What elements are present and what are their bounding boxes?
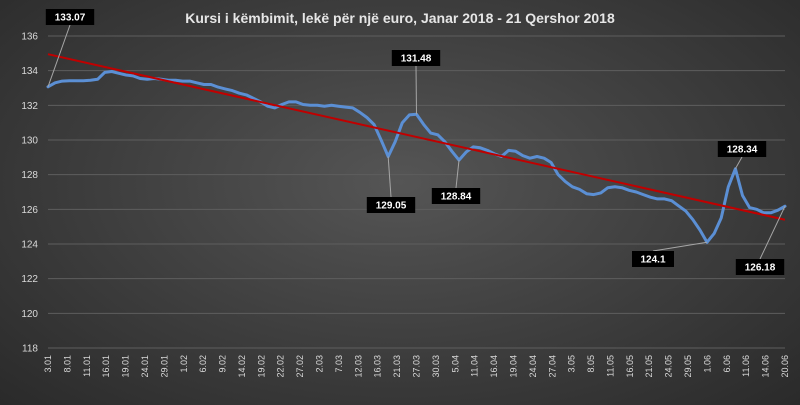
x-tick-label: 24.05: [664, 355, 674, 378]
x-tick-label: 3.01: [43, 355, 53, 373]
x-axis-ticks: 3.01 8.01 11.01 16.01 19.01 24.01 29.01 1.02 6.0…: [43, 355, 790, 378]
annotation-label: 128.84: [441, 192, 472, 203]
x-tick-label: 27.04: [547, 355, 557, 378]
x-tick-label: 1.06: [702, 355, 712, 373]
x-tick-label: 19.01: [121, 355, 131, 378]
x-tick-label: 27.02: [295, 355, 305, 378]
annotation-leader: [759, 205, 786, 260]
annotation-box: [45, 9, 95, 25]
x-tick-label: 11.06: [741, 355, 751, 377]
x-tick-label: 29.01: [159, 355, 169, 378]
x-tick-label: 21.03: [392, 355, 402, 378]
x-tick-label: 16.04: [489, 355, 499, 378]
x-tick-label: 27.03: [412, 355, 422, 378]
x-tick-label: 24.04: [528, 355, 538, 378]
trend-line: [47, 53, 786, 221]
y-tick-label: 136: [21, 32, 38, 43]
x-tick-label: 3.05: [567, 355, 577, 373]
y-tick-label: 122: [21, 274, 38, 285]
x-tick-label: 14.02: [237, 355, 247, 378]
x-tick-label: 5.04: [450, 355, 460, 373]
annotation-leader: [734, 156, 743, 170]
annotation-leader: [455, 160, 460, 189]
x-tick-label: 8.01: [62, 355, 72, 373]
annotation-leader: [387, 156, 392, 198]
x-tick-label: 6.02: [198, 355, 208, 373]
x-tick-label: 14.06: [761, 355, 771, 378]
x-tick-label: 20.06: [780, 355, 790, 378]
annotation-box: [366, 197, 416, 213]
x-tick-label: 12.03: [353, 355, 363, 378]
x-tick-label: 22.02: [276, 355, 286, 378]
x-tick-label: 7.03: [334, 355, 344, 373]
x-tick-label: 11.05: [605, 355, 615, 377]
x-tick-label: 1.02: [179, 355, 189, 373]
y-tick-label: 134: [21, 66, 38, 77]
annotation-label: 131.48: [401, 54, 432, 65]
annotation-label: 126.18: [745, 263, 776, 274]
x-tick-label: 16.03: [373, 355, 383, 378]
y-tick-label: 120: [21, 309, 38, 320]
y-tick-label: 128: [21, 170, 38, 181]
y-tick-label: 132: [21, 101, 38, 112]
x-tick-label: 9.02: [218, 355, 228, 373]
annotation-box: [717, 141, 767, 157]
chart-title: Kursi i këmbimit, lekë për një euro, Jan…: [185, 10, 615, 26]
x-tick-label: 6.06: [722, 355, 732, 373]
annotation-box: [735, 259, 785, 275]
annotation-box: [431, 188, 481, 204]
x-tick-label: 19.02: [256, 355, 266, 378]
annotation-leader: [652, 241, 708, 252]
x-tick-label: 8.05: [586, 355, 596, 373]
y-tick-label: 124: [21, 240, 38, 251]
y-tick-label: 130: [21, 136, 38, 147]
x-tick-label: 19.04: [508, 355, 518, 378]
x-tick-label: 21.05: [644, 355, 654, 378]
x-tick-label: 16.01: [101, 355, 111, 378]
x-tick-label: 30.03: [431, 355, 441, 378]
annotation-label: 128.34: [727, 145, 758, 156]
data-annotations: 133.07 131.48 129.05 128.84 128.34 124.1 126.1…: [45, 9, 786, 275]
x-tick-label: 11.01: [82, 355, 92, 377]
annotation-leader: [47, 24, 71, 87]
x-tick-label: 24.01: [140, 355, 150, 378]
annotation-label: 133.07: [55, 13, 86, 24]
annotation-box: [391, 50, 441, 66]
y-axis-ticks: 118 120 122 124 126 128 130 132 134 136: [21, 32, 38, 355]
x-tick-label: 29.05: [683, 355, 693, 378]
x-tick-label: 16.05: [625, 355, 635, 378]
x-tick-label: 11.04: [470, 355, 480, 377]
y-tick-label: 126: [21, 205, 38, 216]
x-tick-label: 2.03: [315, 355, 325, 373]
y-tick-label: 118: [22, 344, 38, 355]
annotation-label: 129.05: [376, 201, 407, 212]
annotation-leader: [415, 65, 417, 115]
annotation-box: [632, 251, 674, 267]
annotation-label: 124.1: [640, 255, 665, 266]
